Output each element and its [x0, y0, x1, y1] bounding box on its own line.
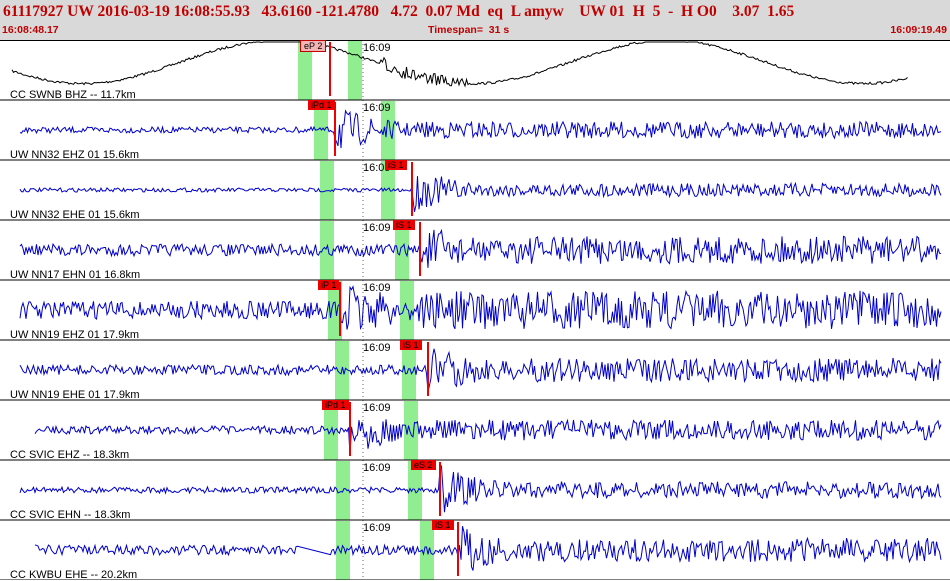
phase-pick-label[interactable]: iS 1 — [400, 340, 422, 350]
trace-row[interactable] — [0, 401, 950, 461]
minute-tick-label: 16:09 — [363, 162, 391, 174]
pick-window-p — [336, 521, 350, 580]
station-channel-label: UW NN32 EHE 01 15.6km — [10, 209, 140, 221]
trace-row[interactable] — [0, 41, 950, 101]
waveform-trace — [19, 285, 942, 331]
pick-window-p — [314, 101, 328, 160]
waveform-trace — [19, 464, 942, 513]
phase-pick-label[interactable]: iS 1 — [432, 520, 454, 530]
station-channel-label: UW NN32 EHZ 01 15.6km — [10, 149, 139, 161]
trace-row[interactable] — [0, 461, 950, 521]
start-time: 16:08:48.17 — [2, 24, 59, 36]
waveform-trace — [11, 41, 908, 88]
pick-window-s — [348, 41, 362, 100]
phase-pick-label[interactable]: eP 2 — [300, 40, 327, 52]
pick-window-s — [395, 221, 409, 280]
minute-tick-label: 16:09 — [363, 222, 391, 234]
minute-tick-label: 16:09 — [363, 42, 391, 54]
pick-window-s — [381, 101, 395, 160]
pick-window-p — [328, 281, 342, 340]
pick-window-s — [404, 401, 418, 460]
minute-tick-label: 16:09 — [363, 462, 391, 474]
phase-pick-label[interactable]: eS 2 — [411, 460, 436, 470]
phase-pick-label[interactable]: iS 1 — [385, 160, 407, 170]
minute-tick-label: 16:09 — [363, 522, 391, 534]
pick-window-s — [381, 161, 395, 220]
event-header: 61117927 UW 2016-03-19 16:08:55.93 43.61… — [0, 0, 950, 41]
trace-row[interactable] — [0, 521, 950, 580]
trace-row[interactable] — [0, 101, 950, 161]
phase-pick-label[interactable]: iPd 1 — [308, 100, 335, 110]
station-channel-label: UW NN19 EHZ 01 17.9km — [10, 329, 139, 341]
end-time: 16:09:19.49 — [890, 24, 947, 36]
seismogram-panel[interactable]: CC SWNB BHZ -- 11.7km 16:09 eP 2 UW NN32 EH… — [0, 40, 950, 581]
waveform-trace — [19, 176, 942, 212]
minute-tick-label: 16:09 — [363, 102, 391, 114]
pick-window-s — [402, 341, 416, 400]
minute-tick-label: 16:09 — [363, 342, 391, 354]
waveform-trace — [19, 109, 942, 149]
timespan-label: Timespan= 31 s — [428, 24, 510, 36]
pick-window-p — [320, 221, 334, 280]
station-channel-label: CC SVIC EHZ -- 18.3km — [10, 449, 130, 461]
station-channel-label: UW NN17 EHN 01 16.8km — [10, 269, 141, 281]
trace-row[interactable] — [0, 161, 950, 221]
pick-window-s — [400, 281, 414, 340]
waveform-canvas[interactable] — [0, 40, 950, 580]
station-channel-label: CC KWBU EHE -- 20.2km — [10, 569, 138, 581]
phase-pick-label[interactable]: iS 1 — [393, 220, 415, 230]
trace-row[interactable] — [0, 281, 950, 341]
waveform-trace — [34, 526, 942, 571]
trace-row[interactable] — [0, 341, 950, 401]
minute-tick-label: 16:09 — [363, 282, 391, 294]
pick-window-p — [298, 41, 312, 100]
trace-row[interactable] — [0, 221, 950, 281]
waveform-trace — [19, 348, 942, 392]
station-channel-label: UW NN19 EHE 01 17.9km — [10, 389, 140, 401]
station-channel-label: CC SVIC EHN -- 18.3km — [10, 509, 131, 521]
waveform-trace — [19, 228, 942, 268]
phase-pick-label[interactable]: iPd 1 — [322, 400, 349, 410]
minute-tick-label: 16:09 — [363, 402, 391, 414]
waveform-trace — [34, 418, 942, 456]
phase-pick-label[interactable]: iP 1 — [318, 280, 340, 290]
event-summary: 61117927 UW 2016-03-19 16:08:55.93 43.61… — [3, 3, 795, 20]
station-channel-label: CC SWNB BHZ -- 11.7km — [10, 89, 136, 101]
